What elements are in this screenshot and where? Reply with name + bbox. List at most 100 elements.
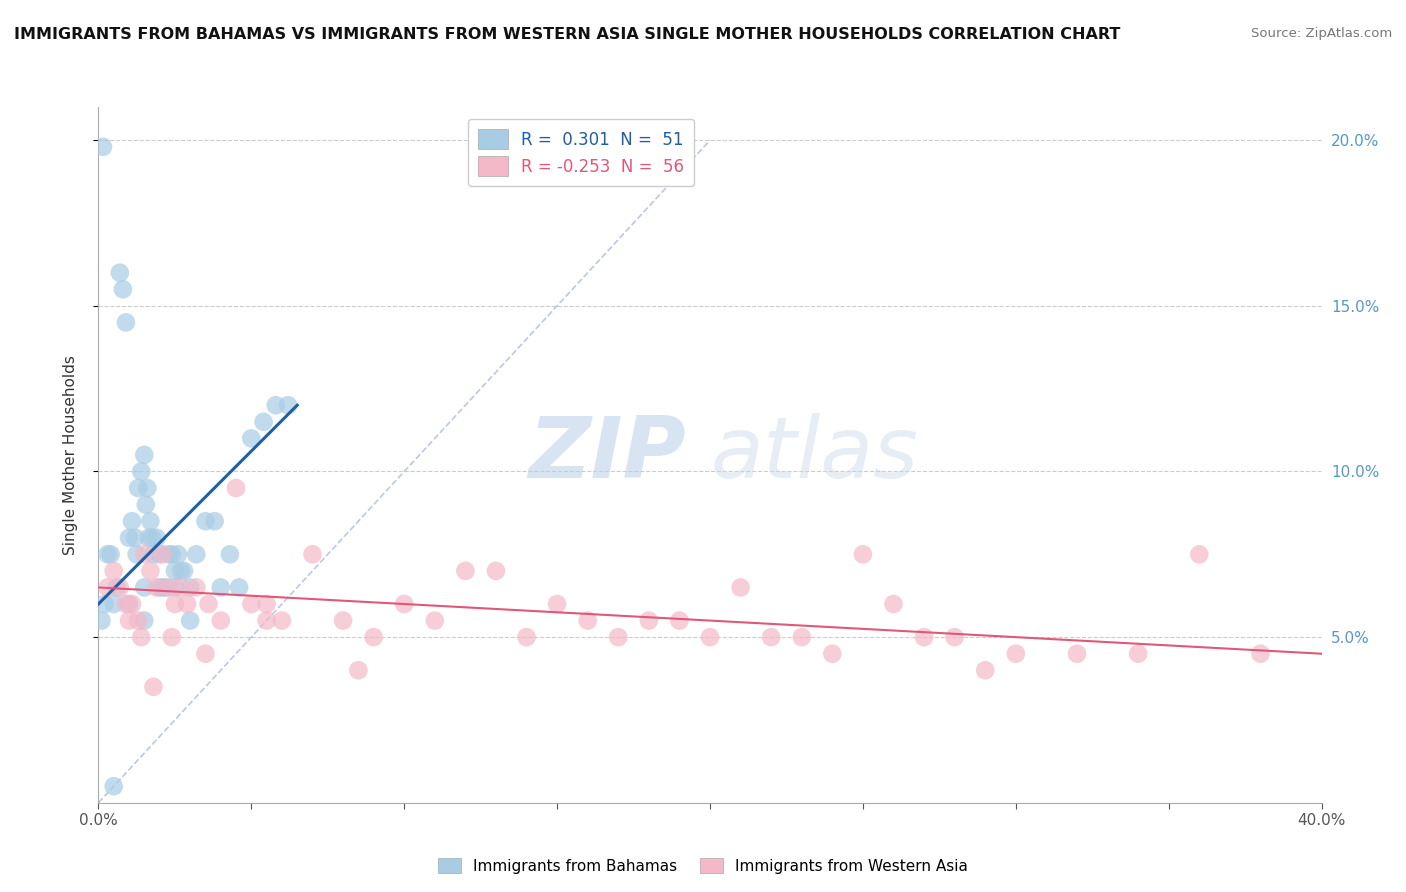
Point bbox=[91, 140, 114, 154]
Point bbox=[134, 448, 156, 462]
Point bbox=[219, 547, 242, 561]
Point bbox=[194, 514, 217, 528]
Point bbox=[252, 415, 274, 429]
Point bbox=[761, 630, 783, 644]
Point bbox=[363, 630, 385, 644]
Point bbox=[103, 779, 125, 793]
Point bbox=[186, 547, 208, 561]
Point bbox=[277, 398, 299, 412]
Point bbox=[943, 630, 966, 644]
Point bbox=[1066, 647, 1088, 661]
Point bbox=[142, 547, 165, 561]
Point bbox=[118, 531, 141, 545]
Point bbox=[141, 531, 163, 545]
Point bbox=[93, 597, 115, 611]
Point bbox=[125, 547, 148, 561]
Point bbox=[821, 647, 844, 661]
Point bbox=[138, 531, 160, 545]
Point bbox=[423, 614, 446, 628]
Point bbox=[256, 614, 278, 628]
Point bbox=[163, 564, 186, 578]
Point bbox=[163, 581, 186, 595]
Point bbox=[103, 597, 125, 611]
Point bbox=[1250, 647, 1272, 661]
Point bbox=[160, 630, 183, 644]
Point bbox=[668, 614, 690, 628]
Point bbox=[115, 597, 138, 611]
Point bbox=[301, 547, 323, 561]
Point bbox=[115, 315, 138, 329]
Legend: Immigrants from Bahamas, Immigrants from Western Asia: Immigrants from Bahamas, Immigrants from… bbox=[432, 852, 974, 880]
Point bbox=[134, 614, 156, 628]
Point bbox=[485, 564, 508, 578]
Point bbox=[332, 614, 354, 628]
Point bbox=[100, 547, 122, 561]
Point bbox=[97, 581, 120, 595]
Point bbox=[170, 564, 193, 578]
Point bbox=[152, 581, 174, 595]
Point bbox=[97, 547, 120, 561]
Text: atlas: atlas bbox=[710, 413, 918, 497]
Point bbox=[145, 581, 167, 595]
Point bbox=[108, 581, 131, 595]
Point bbox=[129, 465, 152, 479]
Point bbox=[209, 614, 232, 628]
Point bbox=[152, 547, 174, 561]
Point bbox=[105, 581, 128, 595]
Point bbox=[136, 481, 159, 495]
Point bbox=[179, 581, 201, 595]
Point bbox=[142, 680, 165, 694]
Y-axis label: Single Mother Households: Single Mother Households bbox=[63, 355, 77, 555]
Point bbox=[90, 614, 112, 628]
Point bbox=[197, 597, 219, 611]
Point bbox=[118, 597, 141, 611]
Point bbox=[121, 597, 143, 611]
Point bbox=[186, 581, 208, 595]
Point bbox=[135, 498, 157, 512]
Point bbox=[145, 531, 167, 545]
Point bbox=[240, 597, 263, 611]
Point bbox=[852, 547, 875, 561]
Point bbox=[134, 547, 156, 561]
Point bbox=[225, 481, 247, 495]
Point bbox=[134, 581, 156, 595]
Point bbox=[699, 630, 721, 644]
Point bbox=[129, 630, 152, 644]
Point bbox=[912, 630, 935, 644]
Point bbox=[170, 581, 193, 595]
Point bbox=[108, 266, 131, 280]
Legend: R =  0.301  N =  51, R = -0.253  N =  56: R = 0.301 N = 51, R = -0.253 N = 56 bbox=[468, 119, 695, 186]
Point bbox=[546, 597, 568, 611]
Point bbox=[103, 564, 125, 578]
Point bbox=[176, 597, 198, 611]
Point bbox=[139, 564, 162, 578]
Point bbox=[149, 547, 172, 561]
Point bbox=[111, 282, 134, 296]
Point bbox=[173, 564, 195, 578]
Point bbox=[240, 431, 263, 445]
Point bbox=[149, 581, 172, 595]
Point bbox=[157, 581, 180, 595]
Point bbox=[179, 614, 201, 628]
Point bbox=[124, 531, 146, 545]
Point bbox=[454, 564, 477, 578]
Point bbox=[127, 481, 149, 495]
Point bbox=[160, 547, 183, 561]
Point bbox=[270, 614, 294, 628]
Text: IMMIGRANTS FROM BAHAMAS VS IMMIGRANTS FROM WESTERN ASIA SINGLE MOTHER HOUSEHOLDS: IMMIGRANTS FROM BAHAMAS VS IMMIGRANTS FR… bbox=[14, 27, 1121, 42]
Text: Source: ZipAtlas.com: Source: ZipAtlas.com bbox=[1251, 27, 1392, 40]
Point bbox=[974, 663, 997, 677]
Point bbox=[392, 597, 416, 611]
Point bbox=[167, 547, 190, 561]
Point bbox=[209, 581, 232, 595]
Point bbox=[576, 614, 599, 628]
Point bbox=[638, 614, 661, 628]
Point bbox=[157, 547, 180, 561]
Point bbox=[118, 614, 141, 628]
Point bbox=[228, 581, 250, 595]
Point bbox=[256, 597, 278, 611]
Point bbox=[730, 581, 752, 595]
Point bbox=[1188, 547, 1211, 561]
Point bbox=[163, 597, 186, 611]
Point bbox=[347, 663, 370, 677]
